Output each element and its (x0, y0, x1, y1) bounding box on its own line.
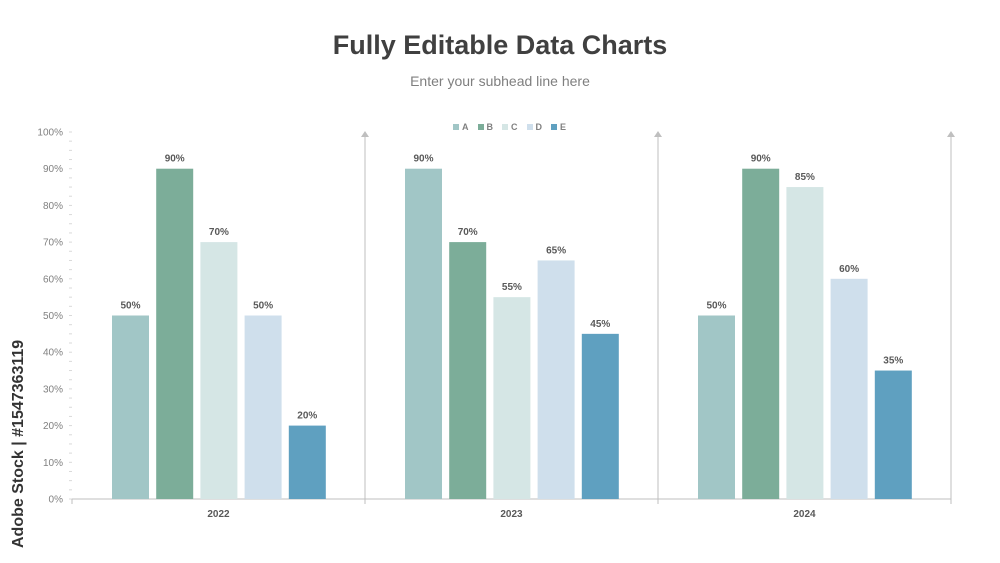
legend-label: A (462, 122, 469, 132)
panel-axis-arrow (654, 131, 662, 137)
legend-label: D (535, 122, 543, 132)
legend-swatch (526, 124, 533, 130)
y-tick-label: 30% (43, 384, 63, 395)
chart-subtitle: Enter your subhead line here (410, 73, 590, 89)
bar-value-label: 50% (706, 301, 726, 312)
bar-value-label: 35% (883, 356, 903, 367)
bar-value-label: 20% (297, 411, 317, 422)
bar-d-2022 (244, 315, 282, 499)
legend-swatch (477, 124, 484, 130)
bar-c-2023 (493, 297, 531, 499)
bar-value-label: 55% (502, 282, 522, 293)
bar-a-2024 (698, 315, 735, 499)
x-category-label: 2024 (793, 509, 816, 520)
y-tick-label: 40% (43, 348, 63, 359)
bar-value-label: 50% (253, 301, 273, 312)
x-category-label: 2023 (500, 509, 523, 520)
bar-value-label: 70% (209, 227, 229, 238)
panel-axis-arrow (947, 131, 955, 137)
bar-value-label: 60% (839, 264, 859, 275)
legend-label: B (486, 122, 494, 132)
x-category-label: 2022 (207, 509, 230, 520)
y-tick-label: 60% (43, 274, 63, 285)
bar-b-2023 (449, 242, 487, 499)
panel-axis-arrow (361, 131, 369, 137)
legend-swatch (502, 124, 508, 130)
legend-label: C (511, 122, 518, 132)
bar-value-label: 90% (165, 154, 185, 165)
y-tick-label: 10% (43, 458, 63, 469)
bar-e-2022 (288, 425, 326, 499)
y-tick-label: 20% (43, 421, 63, 432)
legend-item-c: C (502, 122, 518, 132)
bar-b-2022 (156, 168, 194, 499)
legend-swatch (551, 124, 557, 130)
y-tick-label: 100% (37, 128, 63, 139)
chart-title: Fully Editable Data Charts (332, 30, 668, 60)
y-tick-label: 80% (43, 201, 63, 212)
y-tick-label: 70% (43, 238, 63, 249)
stock-watermark: Adobe Stock | #1547363119 (10, 339, 27, 548)
y-tick-label: 90% (43, 164, 63, 175)
bar-a-2022 (112, 315, 149, 499)
bar-value-label: 90% (751, 154, 771, 165)
bar-value-label: 90% (413, 154, 433, 165)
bar-a-2023 (405, 168, 442, 499)
bar-value-label: 70% (458, 227, 478, 238)
bar-value-label: 65% (546, 245, 566, 256)
bar-c-2024 (786, 187, 824, 500)
bar-d-2024 (830, 278, 868, 499)
bar-value-label: 85% (795, 172, 815, 183)
bar-value-label: 45% (590, 319, 610, 330)
y-tick-label: 50% (43, 311, 63, 322)
legend-label: E (560, 122, 567, 132)
bar-e-2023 (581, 333, 619, 499)
legend-item-b: B (477, 122, 494, 132)
bar-value-label: 50% (120, 301, 140, 312)
bar-d-2023 (537, 260, 575, 499)
legend-swatch (453, 124, 459, 130)
bar-b-2024 (742, 168, 780, 499)
legend-item-a: A (453, 122, 469, 132)
legend-item-e: E (551, 122, 566, 132)
y-tick-label: 0% (49, 495, 64, 506)
chart-legend: A B C D E (453, 122, 566, 132)
bar-c-2022 (200, 242, 238, 499)
bar-e-2024 (874, 370, 912, 499)
legend-item-d: D (526, 122, 543, 132)
